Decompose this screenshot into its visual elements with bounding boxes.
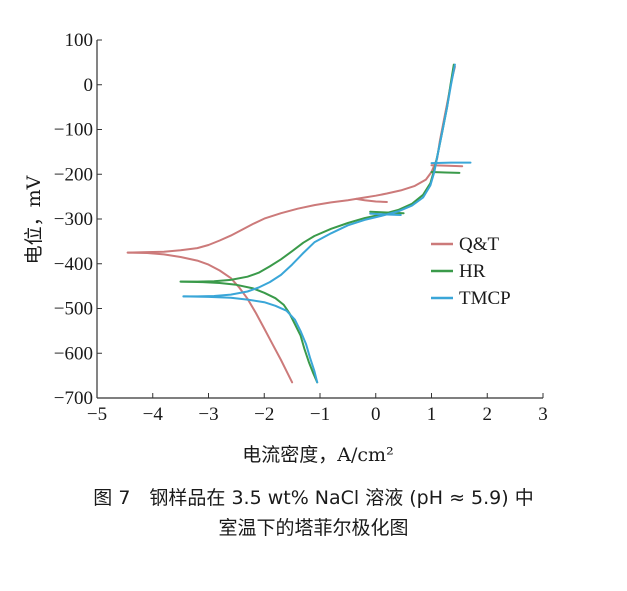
x-tick-label: 2 <box>483 404 493 425</box>
series-line <box>369 210 405 215</box>
series-line <box>179 280 319 384</box>
series-line <box>355 197 388 203</box>
legend: Q&T HR TMCP <box>431 234 511 309</box>
figure-caption-line-2: 室温下的塔菲尔极化图 <box>218 517 409 539</box>
legend-label: HR <box>459 261 486 282</box>
x-tick-label: 1 <box>427 404 437 425</box>
series-line <box>179 63 455 283</box>
series-line <box>126 65 456 254</box>
x-tick-label: −1 <box>310 404 330 425</box>
series-hr <box>179 63 461 384</box>
series-layer <box>126 63 472 384</box>
series-q-t <box>126 65 464 384</box>
y-tick-label: −400 <box>54 254 93 275</box>
x-axis-title: 电流密度，A/cm² <box>242 444 393 466</box>
legend-label: Q&T <box>459 234 500 255</box>
y-tick-label: −500 <box>54 299 93 320</box>
x-tick-label: −5 <box>87 404 107 425</box>
legend-label: TMCP <box>459 288 511 309</box>
series-tmcp <box>182 63 472 384</box>
series-line <box>430 171 461 174</box>
polarization-chart: 100 0 −100 −200 −300 −400 −500 −600 −700−5 −4 −3 −2… <box>23 30 548 466</box>
series-line <box>430 161 472 165</box>
x-tick-label: 0 <box>371 404 381 425</box>
y-tick-label: −600 <box>54 343 93 364</box>
series-line <box>126 251 294 384</box>
x-tick-label: −4 <box>143 404 164 425</box>
y-tick-label: −700 <box>54 388 93 409</box>
x-tick-label: 3 <box>538 404 548 425</box>
y-tick-label: −100 <box>54 120 93 141</box>
series-line <box>430 164 464 168</box>
x-tick-label: −3 <box>198 404 218 425</box>
y-tick-label: 0 <box>84 75 94 96</box>
figure-caption-line-1: 图 7 钢样品在 3.5 wt% NaCl 溶液 (pH ≈ 5.9) 中 <box>93 487 534 509</box>
series-line <box>182 63 456 298</box>
y-axis-title: 电位，mV <box>23 175 45 264</box>
series-line <box>369 212 402 216</box>
y-tick-label: −200 <box>54 164 93 185</box>
y-tick-label: 100 <box>65 30 94 51</box>
y-tick-label: −300 <box>54 209 93 230</box>
x-tick-label: −2 <box>254 404 274 425</box>
axes: 100 0 −100 −200 −300 −400 −500 −600 −700−5 −4 −3 −2… <box>54 30 548 425</box>
series-line <box>182 295 319 384</box>
